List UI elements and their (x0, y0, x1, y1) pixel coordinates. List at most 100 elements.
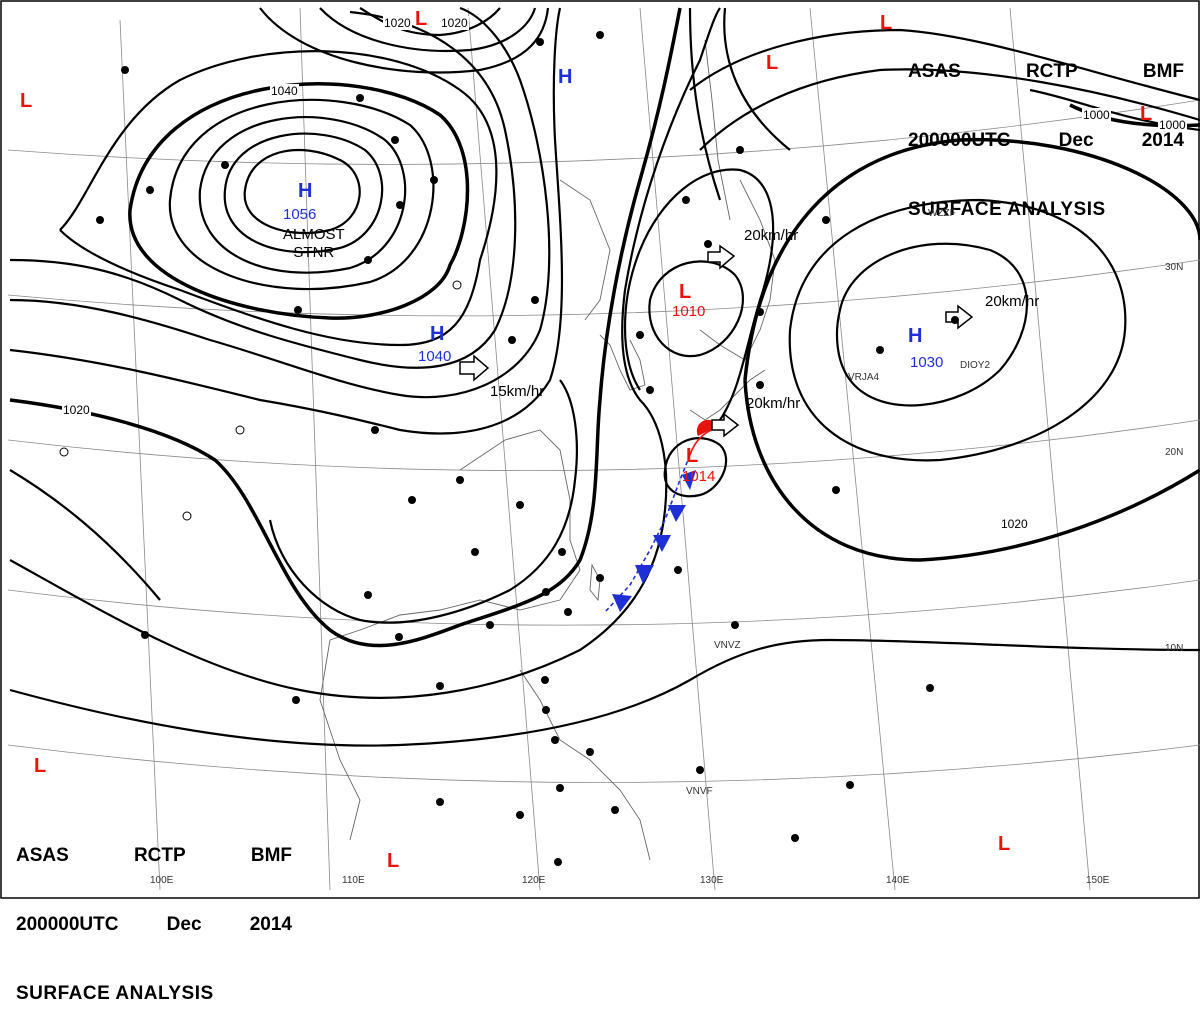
meridian-120e (467, 7, 541, 891)
meridian-110e (299, 7, 331, 891)
header-year: 2014 (249, 914, 292, 935)
station-id-vrja4: VRJA4 (848, 372, 880, 383)
coast-mongolia (559, 179, 611, 321)
low-japan-sea-symbol: L (679, 281, 692, 303)
arrow-china-high (459, 354, 490, 382)
isobar-1052 (223, 132, 384, 254)
isobar-1040 (128, 82, 470, 320)
coast-japan (699, 179, 776, 361)
lat-label-30n: 30N (1165, 262, 1184, 273)
header-month: Dec (1058, 130, 1094, 151)
lat-label-20n: 20N (1165, 447, 1184, 458)
isobar-1036 (59, 50, 498, 347)
cold-front (604, 454, 696, 613)
header-bottom-left: ASAS RCTP BMF 200000UTC Dec 2014 SURFACE… (16, 798, 292, 1028)
low-marker-s: L (387, 850, 400, 872)
almost-stationary-note: ALMOST STNR (283, 226, 345, 261)
meridian-130e (639, 7, 716, 891)
coast-kyushu (689, 369, 766, 421)
low-marker-se: L (998, 833, 1011, 855)
high-pacific-symbol: H (908, 325, 923, 347)
header-station: RCTP (1025, 61, 1078, 82)
station-id-vnvf: VNVF (686, 786, 713, 797)
header-year: 2014 (1141, 130, 1184, 151)
lon-label-120e: 120E (522, 875, 546, 886)
header-time: 200000UTC (908, 130, 1011, 151)
isobar-1028-north (259, 7, 550, 74)
isobar-label-1020-north-b: 1020 (440, 16, 469, 30)
low-marker-top: L (415, 8, 428, 30)
station-id-wzzf: WZZF (928, 208, 956, 219)
header-time: 200000UTC (16, 914, 119, 935)
parallel-10n (7, 579, 1200, 626)
coast-taiwan (589, 563, 601, 602)
coast-sakhalin (704, 39, 731, 221)
high-china-value: 1040 (418, 348, 452, 365)
isobar-1012-east (689, 28, 1200, 102)
isobar-1028 (9, 6, 551, 399)
isobar-1048 (198, 116, 407, 274)
isobars (9, 6, 1200, 747)
header-line-1: ASAS RCTP BMF (908, 60, 1184, 83)
arrow-high-pacific (945, 304, 974, 330)
isobar-1024-pacific (788, 198, 1127, 462)
coastlines (319, 39, 776, 861)
isobar-1020-pacific (743, 137, 1200, 562)
lon-label-110e: 110E (342, 875, 365, 886)
speed-china-high: 15km/hr (490, 383, 545, 400)
low-marker-ne: L (880, 12, 893, 34)
parallel-20n (7, 419, 1200, 472)
cold-front-triangle-4 (635, 565, 654, 584)
low-marker-west: L (20, 90, 33, 112)
isobar-1020-sw (9, 469, 161, 601)
isobar-1024 (9, 7, 564, 435)
speed-high-pacific: 20km/hr (985, 293, 1040, 310)
low-1010-inner (648, 260, 745, 358)
high-pacific-value: 1030 (910, 354, 944, 371)
coast-korea (599, 334, 646, 391)
cold-front-triangle-5 (612, 594, 632, 612)
header-line-2: 200000UTC Dec 2014 (908, 129, 1184, 152)
coast-philippines (519, 669, 651, 861)
isobar-1020-north (359, 7, 501, 37)
lon-label-100e: 100E (150, 875, 174, 886)
coast-indochina (319, 639, 361, 841)
speed-low-1010: 20km/hr (744, 227, 799, 244)
cold-front-triangle-3 (653, 535, 671, 552)
header-month: Dec (166, 914, 202, 935)
speed-low-1014: 20km/hr (746, 395, 801, 412)
header-line-2: 200000UTC Dec 2014 (16, 913, 292, 936)
header-agency: ASAS (908, 61, 961, 82)
parallel-0 (7, 744, 1200, 783)
isobar-1024-south (268, 379, 578, 624)
header-top-right: ASAS RCTP BMF 200000UTC Dec 2014 SURFACE… (908, 14, 1184, 244)
low-marker-north: L (766, 52, 779, 74)
meridian-150e (1009, 7, 1091, 891)
low-1014-okinawa (663, 437, 728, 498)
isobar-1020-west (9, 7, 682, 648)
arrow-low-1010 (707, 244, 736, 270)
isobar-1032 (9, 10, 517, 369)
station-id-dioy2: DIOY2 (960, 360, 991, 371)
isobar-1020-pacific-inner (835, 242, 1028, 407)
station-id-vnvz: VNVZ (714, 640, 741, 651)
lat-label-10n: 10N (1165, 643, 1184, 654)
isobar-label-1020-pacific: 1020 (1000, 517, 1029, 531)
header-line-3: SURFACE ANALYSIS (16, 982, 292, 1005)
weather-map (0, 0, 1200, 899)
isobar-label-1000-a: 1000 (1082, 108, 1111, 122)
station-plots (59, 31, 959, 866)
header-agency: ASAS (16, 845, 69, 866)
meridian-140e (809, 7, 896, 891)
isobar-1012 (9, 638, 1200, 747)
isobar-1016-east (699, 68, 1200, 151)
high-north-symbol: H (558, 66, 573, 88)
isobar-1044 (168, 98, 435, 291)
isobar-label-1000-b: 1000 (1158, 118, 1187, 132)
high-siberia-symbol: H (298, 180, 313, 202)
header-product: SURFACE ANALYSIS (908, 199, 1106, 220)
arrow-low-1014 (711, 412, 740, 438)
coast-china-south (329, 599, 561, 641)
low-marker-sw: L (34, 755, 47, 777)
header-station: RCTP (133, 845, 186, 866)
